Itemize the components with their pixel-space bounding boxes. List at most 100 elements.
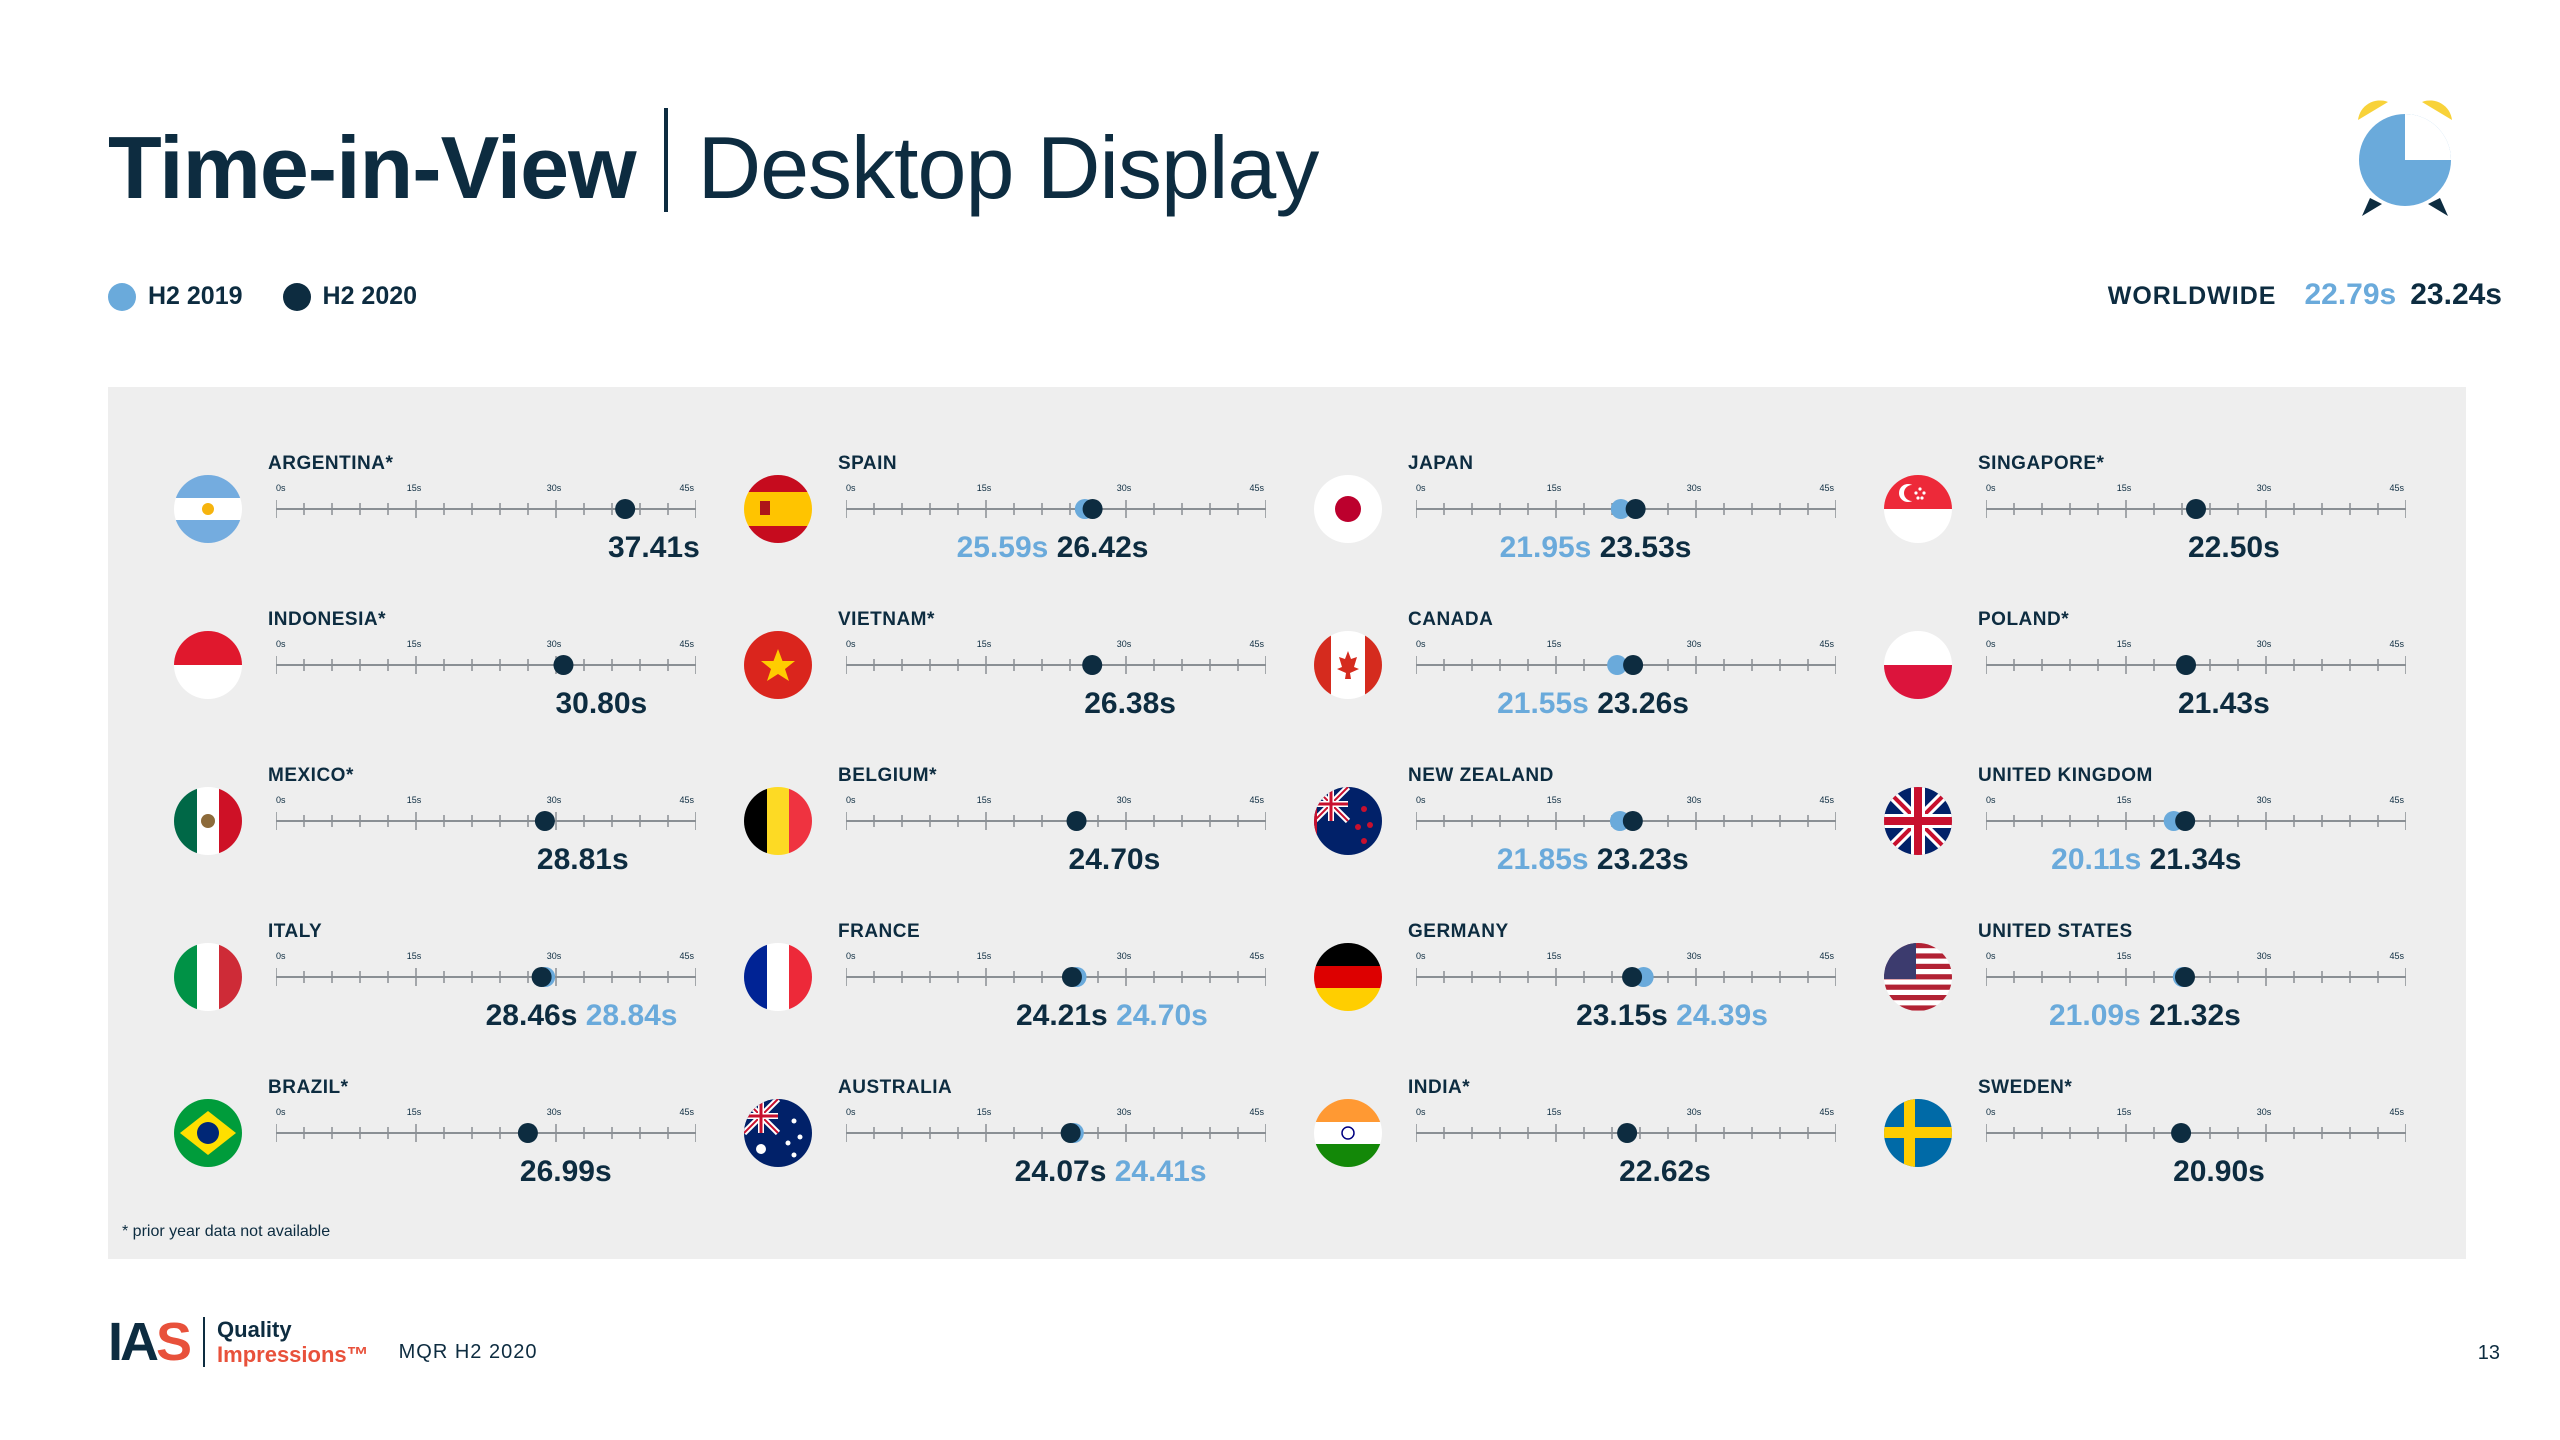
value-labels: 21.55s 23.26s <box>1497 687 1689 721</box>
tick-label: 0s <box>1986 639 1996 649</box>
tick-label: 45s <box>1819 639 1834 649</box>
value-labels: 24.07s 24.41s <box>1015 1155 1207 1189</box>
country-axis: 0s 15s 30s 45s <box>846 483 1266 519</box>
tick-label: 15s <box>2117 951 2132 961</box>
flag-france-icon <box>744 943 812 1011</box>
title-bold: Time-in-View <box>108 118 637 217</box>
tick-label: 30s <box>1687 795 1702 805</box>
value-label-2020: 28.46s <box>485 999 578 1032</box>
value-labels: 21.85s 23.23s <box>1497 843 1689 877</box>
point-h2-2020 <box>534 811 555 831</box>
value-label-2019: 21.95s <box>1499 531 1592 564</box>
tick-label: 15s <box>977 795 992 805</box>
value-labels: 26.38s <box>1084 687 1176 721</box>
value-labels: 37.41s <box>608 531 700 565</box>
value-label-2020: 20.90s <box>2173 1155 2265 1188</box>
value-label-2020: 21.43s <box>2178 687 2270 720</box>
tick-label: 30s <box>1117 795 1132 805</box>
value-label-2019: 28.84s <box>585 999 678 1032</box>
value-label-2020: 23.23s <box>1596 843 1689 876</box>
value-label-2019: 24.41s <box>1114 1155 1207 1188</box>
flag-sweden-icon <box>1884 1099 1952 1167</box>
tick-label: 0s <box>846 639 856 649</box>
title-light: Desktop Display <box>697 118 1320 217</box>
country-name: JAPAN <box>1408 453 1474 474</box>
tick-label: 45s <box>1249 639 1264 649</box>
tick-label: 30s <box>2257 483 2272 493</box>
value-label-2020: 26.99s <box>519 1155 612 1188</box>
tick-label: 15s <box>407 639 422 649</box>
country-axis: 0s 15s 30s 45s <box>276 1107 696 1143</box>
country-axis: 0s 15s 30s 45s <box>276 639 696 675</box>
point-h2-2020 <box>2174 967 2195 987</box>
tick-label: 15s <box>2117 483 2132 493</box>
country-axis: 0s 15s 30s 45s <box>846 639 1266 675</box>
point-h2-2020 <box>1082 655 1103 675</box>
country-name: INDONESIA* <box>268 609 386 630</box>
tick-label: 15s <box>2117 795 2132 805</box>
tick-label: 15s <box>2117 639 2132 649</box>
legend-dot-2020 <box>282 282 311 311</box>
tick-label: 15s <box>407 795 422 805</box>
value-label-2019: 24.70s <box>1116 999 1208 1032</box>
point-h2-2020 <box>1082 499 1103 519</box>
worldwide-value-2020: 23.24s <box>2410 278 2502 311</box>
country-name: BRAZIL* <box>268 1077 349 1098</box>
country-cell: VIETNAM* 0s 15s 30s 45s 26.38s <box>678 543 1266 720</box>
tick-label: 30s <box>2257 1107 2272 1117</box>
country-cell: MEXICO* 0s 15s 30s 45s 28.81s <box>108 699 696 876</box>
tick-label: 0s <box>1986 795 1996 805</box>
value-label-2020: 22.62s <box>1619 1155 1711 1188</box>
value-labels: 30.80s <box>555 687 647 721</box>
tick-label: 15s <box>977 951 992 961</box>
tick-label: 30s <box>1687 639 1702 649</box>
tick-label: 30s <box>547 1107 562 1117</box>
value-labels: 28.46s 28.84s <box>486 999 678 1033</box>
tick-label: 0s <box>846 1107 856 1117</box>
tick-label: 45s <box>2389 795 2404 805</box>
tick-label: 30s <box>2257 951 2272 961</box>
point-h2-2020 <box>1061 967 1082 987</box>
point-h2-2020 <box>1625 499 1646 519</box>
value-labels: 21.09s 21.32s <box>2049 999 2241 1033</box>
tick-label: 30s <box>1687 951 1702 961</box>
country-axis: 0s 15s 30s 45s <box>846 795 1266 831</box>
country-cell: ARGENTINA* 0s 15s 30s 45s 37.41s <box>108 387 700 564</box>
country-axis: 0s 15s 30s 45s <box>1986 1107 2406 1143</box>
value-labels: 21.95s 23.53s <box>1500 531 1692 565</box>
country-axis: 0s 15s 30s 45s <box>1416 639 1836 675</box>
flag-spain-icon <box>744 475 812 543</box>
logo-impressions: Impressions™ <box>217 1342 369 1367</box>
value-label-2019: 21.55s <box>1497 687 1589 720</box>
point-h2-2020 <box>517 1123 538 1143</box>
value-label-2020: 24.21s <box>1015 999 1108 1032</box>
value-label-2019: 20.11s <box>2051 843 2142 876</box>
point-h2-2020 <box>531 967 552 987</box>
tick-label: 30s <box>2257 795 2272 805</box>
tick-label: 45s <box>1819 795 1834 805</box>
point-h2-2020 <box>2176 655 2197 675</box>
country-axis: 0s 15s 30s 45s <box>1986 639 2406 675</box>
tick-label: 0s <box>1986 1107 1996 1117</box>
country-name: POLAND* <box>1978 609 2070 630</box>
value-labels: 24.21s 24.70s <box>1016 999 1208 1033</box>
country-axis: 0s 15s 30s 45s <box>1986 951 2406 987</box>
tick-label: 15s <box>977 483 992 493</box>
country-name: VIETNAM* <box>838 609 935 630</box>
country-name: MEXICO* <box>268 765 354 786</box>
country-axis: 0s 15s 30s 45s <box>846 1107 1266 1143</box>
flag-italy-icon <box>174 943 242 1011</box>
value-label-2020: 26.38s <box>1084 687 1176 720</box>
legend-label-2020: H2 2020 <box>322 282 418 310</box>
legend-item-2019: H2 2019 <box>108 282 243 311</box>
country-name: UNITED KINGDOM <box>1978 765 2153 786</box>
value-label-2020: 28.81s <box>536 843 629 876</box>
flag-vietnam-icon <box>744 631 812 699</box>
tick-label: 30s <box>2257 639 2272 649</box>
value-labels: 20.90s <box>2173 1155 2265 1189</box>
worldwide-summary: WORLDWIDE 22.79s 23.24s <box>2108 278 2502 312</box>
tick-label: 30s <box>1687 1107 1702 1117</box>
tick-label: 30s <box>547 795 562 805</box>
country-name: SWEDEN* <box>1978 1077 2073 1098</box>
tick-label: 0s <box>276 483 286 493</box>
